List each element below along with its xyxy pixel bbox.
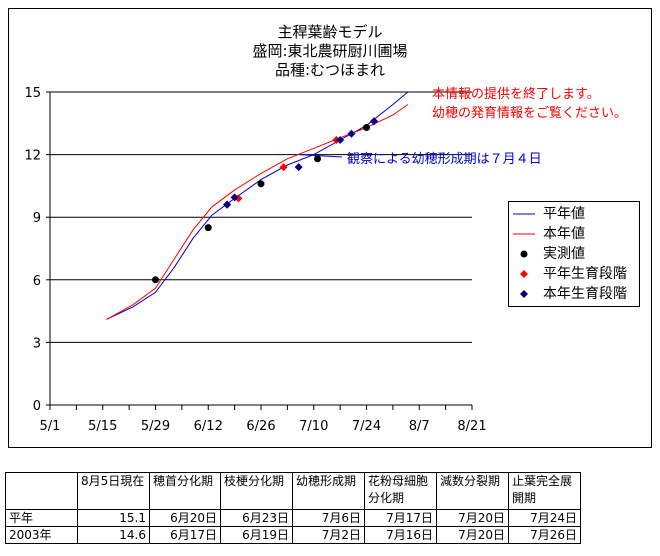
legend-label: 本年値: [543, 226, 585, 242]
table-header-cell: 幼穂形成期: [292, 472, 365, 510]
y-tick-label: 3: [33, 336, 41, 351]
x-tick-label: 5/1: [40, 419, 61, 434]
x-tick-label: 7/24: [352, 419, 381, 434]
y-tick-label: 6: [33, 274, 41, 289]
stage-marker: [370, 117, 379, 126]
legend-marker-navy-diamond: [520, 290, 528, 298]
table-cell: 7月26日: [508, 526, 581, 544]
stage-marker: [223, 200, 232, 209]
y-tick-label: 0: [33, 399, 41, 414]
table-cell: 7月20日: [436, 526, 509, 544]
stage-marker: [230, 193, 239, 202]
table-cell: 2003年: [5, 526, 78, 544]
table-cell: 6月17日: [149, 526, 221, 544]
table-cell: 6月23日: [220, 509, 293, 527]
table-header-cell: 止葉完全展開期: [508, 472, 581, 510]
y-tick-label: 12: [24, 149, 41, 164]
table-header-row: 8月5日現在 穂首分化期 枝梗分化期 幼穂形成期 花粉母細胞分化期 減数分裂期 …: [5, 472, 581, 510]
legend-item-this-year: 本年値: [509, 224, 639, 244]
table-cell: 7月20日: [436, 509, 509, 527]
data-point: [152, 276, 159, 284]
legend-line-red: [513, 233, 535, 235]
legend: 平年値 本年値 実測値 平年生育段階 本年生育段階: [508, 201, 640, 307]
table-cell: 7月2日: [292, 526, 365, 544]
table-cell: 7月16日: [364, 526, 437, 544]
table-cell: 7月17日: [364, 509, 437, 527]
leaf-age-chart: 0 3 6 9 12 15 5/1 5/15 5/29 6/12 6/26 7/10 7/24 8/7 8/…: [24, 86, 486, 434]
table-header-cell: 減数分裂期: [436, 472, 509, 510]
y-tick-label: 9: [33, 211, 41, 226]
end-of-service-notice: 本情報の提供を終了します。: [432, 87, 600, 102]
data-point: [314, 155, 322, 163]
legend-label: 実測値: [543, 246, 585, 262]
stage-marker: [279, 163, 288, 172]
annotation-leader: [299, 154, 343, 158]
table-header-cell: 8月5日現在: [77, 472, 150, 510]
legend-marker-black-circle: [520, 250, 528, 258]
chart-frame: [8, 8, 652, 448]
table-cell: 7月6日: [292, 509, 365, 527]
x-tick-label: 8/21: [457, 419, 486, 434]
growth-stage-table: 8月5日現在 穂首分化期 枝梗分化期 幼穂形成期 花粉母細胞分化期 減数分裂期 …: [5, 472, 581, 544]
legend-item-measured: 実測値: [509, 244, 639, 264]
legend-marker-red-diamond: [520, 270, 528, 278]
table-header-cell: 枝梗分化期: [220, 472, 293, 510]
table-header-cell: 穂首分化期: [149, 472, 221, 510]
table-row: 2003年 14.6 6月17日 6月19日 7月2日 7月16日 7月20日 …: [5, 526, 581, 544]
y-tick-label: 15: [24, 86, 41, 101]
legend-item-this-year-stage: 本年生育段階: [509, 284, 639, 304]
table-row: 平年 15.1 6月20日 6月23日 7月6日 7月17日 7月20日 7月2…: [5, 509, 581, 527]
legend-label: 本年生育段階: [543, 286, 627, 302]
stage-marker: [347, 129, 356, 138]
chart-title: 主稈葉齢モデル: [277, 23, 383, 41]
table-cell: 15.1: [77, 509, 150, 527]
x-tick-label: 6/26: [246, 419, 275, 434]
chart-subtitle-variety: 品種:むつほまれ: [274, 61, 386, 79]
x-tick-label: 5/29: [141, 419, 170, 434]
table-cell: 平年: [5, 509, 78, 527]
legend-item-normal-stage: 平年生育段階: [509, 264, 639, 284]
legend-label: 平年値: [543, 206, 585, 222]
stage-marker: [336, 135, 345, 144]
table-header-cell: [5, 472, 78, 510]
series-line: [106, 104, 409, 320]
data-point: [204, 224, 212, 232]
stage-marker: [294, 163, 303, 172]
panicle-info-notice: 幼穂の発育情報をご覧ください。: [432, 106, 628, 121]
x-tick-label: 5/15: [88, 419, 117, 434]
x-tick-label: 6/12: [194, 419, 223, 434]
panicle-observation-annotation: 観察による幼穂形成期は７月４日: [347, 152, 542, 167]
table-header-cell: 花粉母細胞分化期: [364, 472, 437, 510]
x-tick-label: 8/7: [409, 419, 430, 434]
series-line: [106, 91, 409, 320]
table-cell: 6月20日: [149, 509, 221, 527]
table-cell: 14.6: [77, 526, 150, 544]
x-tick-label: 7/10: [299, 419, 328, 434]
table-cell: 6月19日: [220, 526, 293, 544]
data-point: [257, 180, 265, 188]
data-point: [363, 123, 370, 131]
chart-subtitle-location: 盛岡:東北農研厨川圃場: [252, 42, 408, 60]
legend-label: 平年生育段階: [543, 266, 627, 282]
table-cell: 7月24日: [508, 509, 581, 527]
legend-item-normal-year: 平年値: [509, 204, 639, 224]
legend-line-blue: [513, 213, 535, 215]
